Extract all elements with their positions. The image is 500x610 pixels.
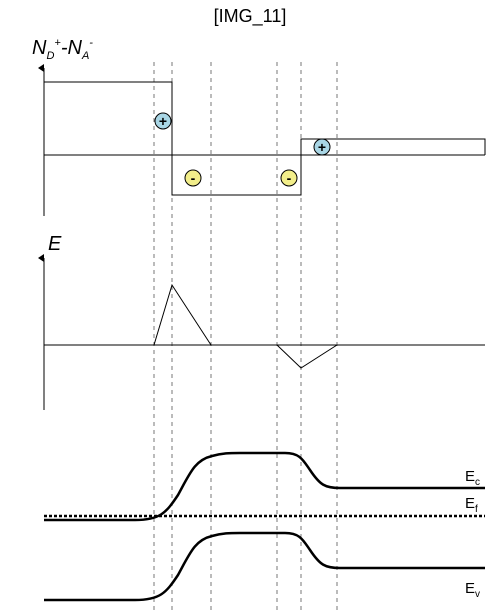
ec-label: Ec <box>465 468 480 488</box>
field-peak-positive <box>153 283 212 346</box>
svg-text:+: + <box>318 139 326 155</box>
svg-text:-: - <box>191 170 196 186</box>
svg-text:+: + <box>159 113 167 129</box>
valence-band-edge <box>44 531 485 602</box>
svg-text:-: - <box>287 170 292 186</box>
ef-label: Ef <box>465 495 478 515</box>
junction-guide-lines <box>153 62 338 610</box>
field-peak-negative <box>276 344 338 369</box>
positive-charge-left: + <box>154 112 172 130</box>
field-panel: E <box>38 233 485 410</box>
diagram-title: [IMG_11] <box>214 6 287 27</box>
negative-charge-right: - <box>280 169 298 187</box>
doping-panel: ND+-NA- + - - + <box>32 37 486 216</box>
positive-charge-right: + <box>313 138 331 156</box>
ev-label: Ev <box>465 580 480 600</box>
doping-profile-line <box>44 81 486 196</box>
field-axis-label: E <box>48 233 62 255</box>
negative-charge-left: - <box>184 169 202 187</box>
band-panel: Ec Ef Ev <box>44 451 485 602</box>
doping-axis-label: ND+-NA- <box>32 37 93 62</box>
conduction-band-edge <box>44 451 485 522</box>
